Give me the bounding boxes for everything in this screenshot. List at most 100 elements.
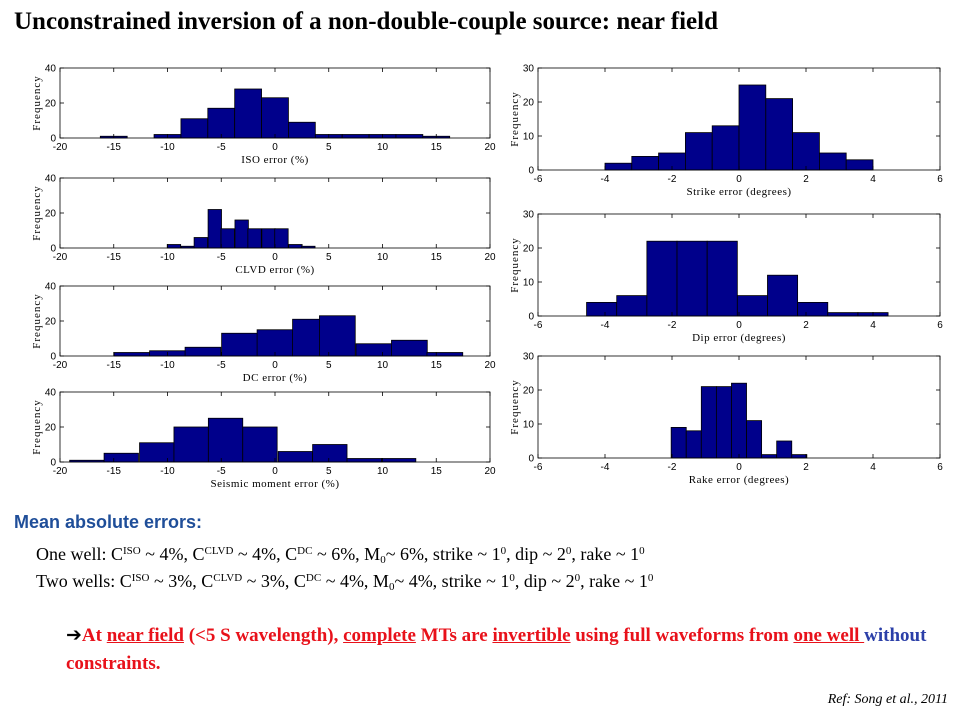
x-tick-label: 4 (870, 462, 876, 473)
iso-value: ~ 3%, C (149, 571, 214, 591)
y-tick-label: 10 (523, 420, 535, 431)
y-axis-label: Frequency (509, 379, 521, 434)
histogram-bar (761, 454, 778, 459)
x-tick-label: -6 (534, 320, 543, 331)
arrow-icon: ➔ (66, 625, 82, 646)
histogram-bar (173, 426, 209, 463)
clvd-value: ~ 4%, C (233, 544, 298, 564)
histogram-bar (319, 315, 356, 357)
y-axis-label: Frequency (509, 237, 521, 292)
dip-histogram: -6 -4 -2 0 2 4 6 0 10 20 30 Dip error (degrees) Freq… (509, 210, 943, 345)
x-axis-label: DC error (%) (243, 372, 308, 384)
histogram-bar (631, 156, 660, 171)
strike-sup: 0 (500, 545, 507, 557)
x-tick-label: 4 (870, 320, 876, 331)
y-tick-label: 40 (45, 64, 57, 75)
histogram-bar (207, 107, 236, 139)
x-tick-label: -5 (217, 466, 226, 477)
y-tick-label: 20 (523, 244, 535, 255)
histogram-bar (818, 152, 847, 171)
x-tick-label: -5 (217, 252, 226, 263)
invertible-term: invertible (492, 625, 571, 646)
histogram-bar (670, 427, 687, 459)
y-tick-label: 10 (523, 132, 535, 143)
x-tick-label: 2 (803, 174, 809, 185)
histogram-bar (706, 240, 738, 317)
x-tick-label: -4 (601, 320, 610, 331)
x-axis-label: Strike error (degrees) (686, 186, 791, 198)
y-axis-label: Frequency (31, 293, 43, 348)
rake-sup: 0 (647, 572, 654, 584)
x-tick-label: -15 (107, 466, 122, 477)
histogram-bar (395, 134, 424, 139)
x-axis-label: Rake error (degrees) (689, 474, 789, 486)
histogram-bar (277, 451, 314, 463)
x-tick-label: -6 (534, 462, 543, 473)
y-tick-label: 30 (523, 352, 535, 363)
x-axis-label: Seismic moment error (%) (211, 478, 340, 490)
histogram-bar (827, 312, 859, 317)
histogram-bar (604, 162, 633, 171)
x-tick-label: -20 (53, 360, 68, 371)
histogram-bar (736, 295, 768, 317)
x-tick-label: 20 (484, 360, 496, 371)
y-tick-label: 0 (528, 312, 534, 323)
iso-value: ~ 4%, C (140, 544, 205, 564)
dip-text: , dip ~ 2 (506, 544, 566, 564)
x-tick-label: 15 (431, 360, 443, 371)
x-tick-label: -10 (160, 142, 175, 153)
y-tick-label: 20 (45, 423, 57, 434)
x-tick-label: -15 (107, 252, 122, 263)
x-tick-label: 5 (326, 142, 332, 153)
x-tick-label: 10 (377, 466, 389, 477)
histogram-bar (391, 339, 428, 357)
histogram-bar (207, 417, 244, 463)
histogram-bar (166, 244, 182, 249)
x-tick-label: 6 (937, 174, 943, 185)
histogram-bar (221, 332, 258, 357)
histogram-bar (700, 386, 717, 459)
histogram-bar (676, 240, 708, 317)
iso-histogram: -20 -15 -10 -5 0 5 10 15 20 0 20 40 ISO error (%) Fre… (31, 64, 496, 167)
y-tick-label: 40 (45, 174, 57, 185)
x-tick-label: -2 (668, 174, 677, 185)
x-tick-label: 0 (272, 466, 278, 477)
histogram-bar (193, 237, 208, 249)
complete-term: complete (343, 625, 416, 646)
conclusion-part: At (81, 625, 107, 646)
histogram-bar (180, 118, 209, 139)
histogram-bar (113, 352, 151, 357)
histogram-bar (426, 352, 464, 357)
x-tick-label: 0 (272, 142, 278, 153)
histogram-bar (207, 209, 222, 249)
histogram-bar (685, 430, 702, 459)
histogram-bar (616, 295, 648, 317)
x-tick-label: 15 (431, 252, 443, 263)
y-tick-label: 20 (45, 99, 57, 110)
rake-sup: 0 (639, 545, 645, 557)
histogram-bar (355, 343, 393, 357)
histogram-bar (646, 240, 678, 317)
x-axis-label: Dip error (degrees) (692, 332, 786, 344)
x-tick-label: -15 (107, 142, 122, 153)
x-tick-label: 6 (937, 320, 943, 331)
histogram-bar (767, 274, 799, 317)
histogram-bar (684, 132, 713, 171)
x-tick-label: -5 (217, 142, 226, 153)
x-tick-label: 15 (431, 466, 443, 477)
y-axis-label: Frequency (509, 91, 521, 146)
y-tick-label: 10 (523, 278, 535, 289)
x-tick-label: 5 (326, 466, 332, 477)
conclusion-part: using full waveforms from (570, 625, 794, 646)
histogram-bar (184, 346, 222, 357)
dc-sup: DC (305, 572, 322, 584)
x-tick-label: 5 (326, 252, 332, 263)
strike-sup: 0 (509, 572, 515, 584)
two-wells-lead: Two wells: C (36, 571, 132, 591)
dip-text: , dip ~ 2 (514, 571, 575, 591)
x-tick-label: 0 (272, 360, 278, 371)
x-tick-label: -10 (160, 466, 175, 477)
x-tick-label: -4 (601, 462, 610, 473)
x-tick-label: -10 (160, 360, 175, 371)
histogram-bar (242, 426, 278, 463)
